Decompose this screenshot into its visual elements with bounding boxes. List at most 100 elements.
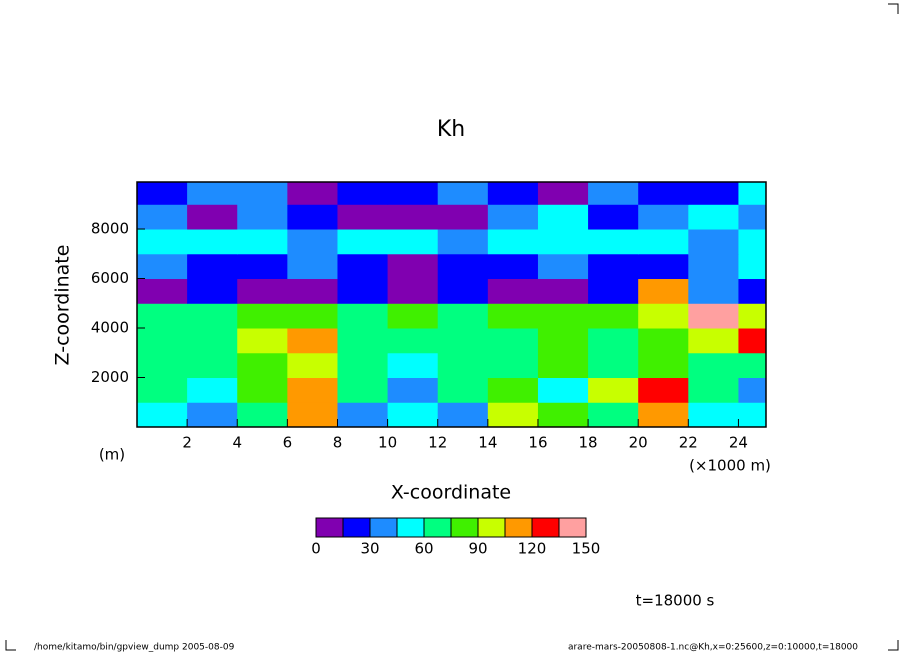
cell <box>487 253 539 280</box>
cell <box>588 377 639 403</box>
cell <box>387 182 439 205</box>
cell <box>237 352 288 379</box>
cell <box>638 377 689 403</box>
cell <box>588 278 639 304</box>
cell <box>688 229 739 255</box>
cell <box>187 278 238 304</box>
cell <box>287 278 338 304</box>
colorbar-bin <box>342 517 371 538</box>
colorbar-label: 90 <box>468 540 487 558</box>
cell <box>638 182 689 205</box>
plot-frame <box>136 181 767 428</box>
cell <box>487 328 539 354</box>
x-tick-label: 16 <box>528 434 547 452</box>
cell <box>137 328 188 354</box>
cell <box>287 377 338 403</box>
cell <box>287 303 338 329</box>
cell <box>337 303 389 329</box>
cell <box>337 402 389 427</box>
cell <box>287 328 338 354</box>
cell <box>688 278 739 304</box>
cell <box>387 352 439 379</box>
colorbar-label: 60 <box>414 540 433 558</box>
x-tick-label: 6 <box>283 434 293 452</box>
cell <box>638 328 689 354</box>
cell <box>387 328 439 354</box>
cell <box>537 253 589 280</box>
cell <box>187 182 238 205</box>
cell <box>638 229 689 255</box>
cell <box>588 229 639 255</box>
cell <box>588 204 639 230</box>
cell <box>387 229 439 255</box>
cell <box>537 352 589 379</box>
cell <box>688 402 739 427</box>
cell <box>137 278 188 304</box>
cell <box>688 328 739 354</box>
y-tick-label: 2000 <box>91 368 129 386</box>
cell <box>437 182 489 205</box>
cell <box>688 182 739 205</box>
cell <box>387 402 439 427</box>
x-tick-label: 8 <box>333 434 343 452</box>
cell <box>738 229 766 255</box>
cell <box>688 377 739 403</box>
cell <box>738 182 766 205</box>
x-tick-label: 24 <box>729 434 748 452</box>
cell <box>287 204 338 230</box>
x-unit: (×1000 m) <box>689 457 771 475</box>
cell <box>738 402 766 427</box>
y-axis-label: Z-coordinate <box>52 245 74 366</box>
colorbar-bin <box>369 517 398 538</box>
cell <box>588 253 639 280</box>
colorbar-label: 30 <box>360 540 379 558</box>
cell <box>688 253 739 280</box>
x-tick-label: 10 <box>378 434 397 452</box>
cell <box>187 303 238 329</box>
cell <box>738 303 766 329</box>
cell <box>537 377 589 403</box>
cell <box>337 328 389 354</box>
cell <box>638 303 689 329</box>
cell <box>187 328 238 354</box>
cell <box>387 278 439 304</box>
cell <box>437 303 489 329</box>
footer-right: arare-mars-20050808-1.nc@Kh,x=0:25600,z=… <box>568 643 858 653</box>
cell <box>237 204 288 230</box>
corner-marks <box>5 3 899 651</box>
cell <box>738 253 766 280</box>
cell <box>237 278 288 304</box>
cell <box>287 402 338 427</box>
cell <box>688 303 739 329</box>
cell <box>437 253 489 280</box>
cell <box>237 253 288 280</box>
cell <box>537 303 589 329</box>
cell <box>187 377 238 403</box>
cell <box>537 229 589 255</box>
cell <box>537 204 589 230</box>
cell <box>387 303 439 329</box>
y-tick-label: 4000 <box>91 319 129 337</box>
colorbar-bin <box>477 517 506 538</box>
cell <box>237 377 288 403</box>
colorbar-bin <box>423 517 452 538</box>
cell <box>337 352 389 379</box>
cell <box>437 352 489 379</box>
x-tick-label: 2 <box>182 434 192 452</box>
cell <box>537 182 589 205</box>
colorbar-label: 150 <box>572 540 601 558</box>
cell <box>137 352 188 379</box>
cell <box>537 278 589 304</box>
cell <box>537 402 589 427</box>
cell <box>487 402 539 427</box>
cell <box>437 328 489 354</box>
time-label: t=18000 s <box>636 592 715 610</box>
x-tick-label: 18 <box>579 434 598 452</box>
colorbar-bin <box>450 517 479 538</box>
cell <box>137 402 188 427</box>
colorbar-bin <box>396 517 425 538</box>
x-tick-label: 22 <box>679 434 698 452</box>
cell <box>437 204 489 230</box>
colorbar-label: 0 <box>311 540 321 558</box>
